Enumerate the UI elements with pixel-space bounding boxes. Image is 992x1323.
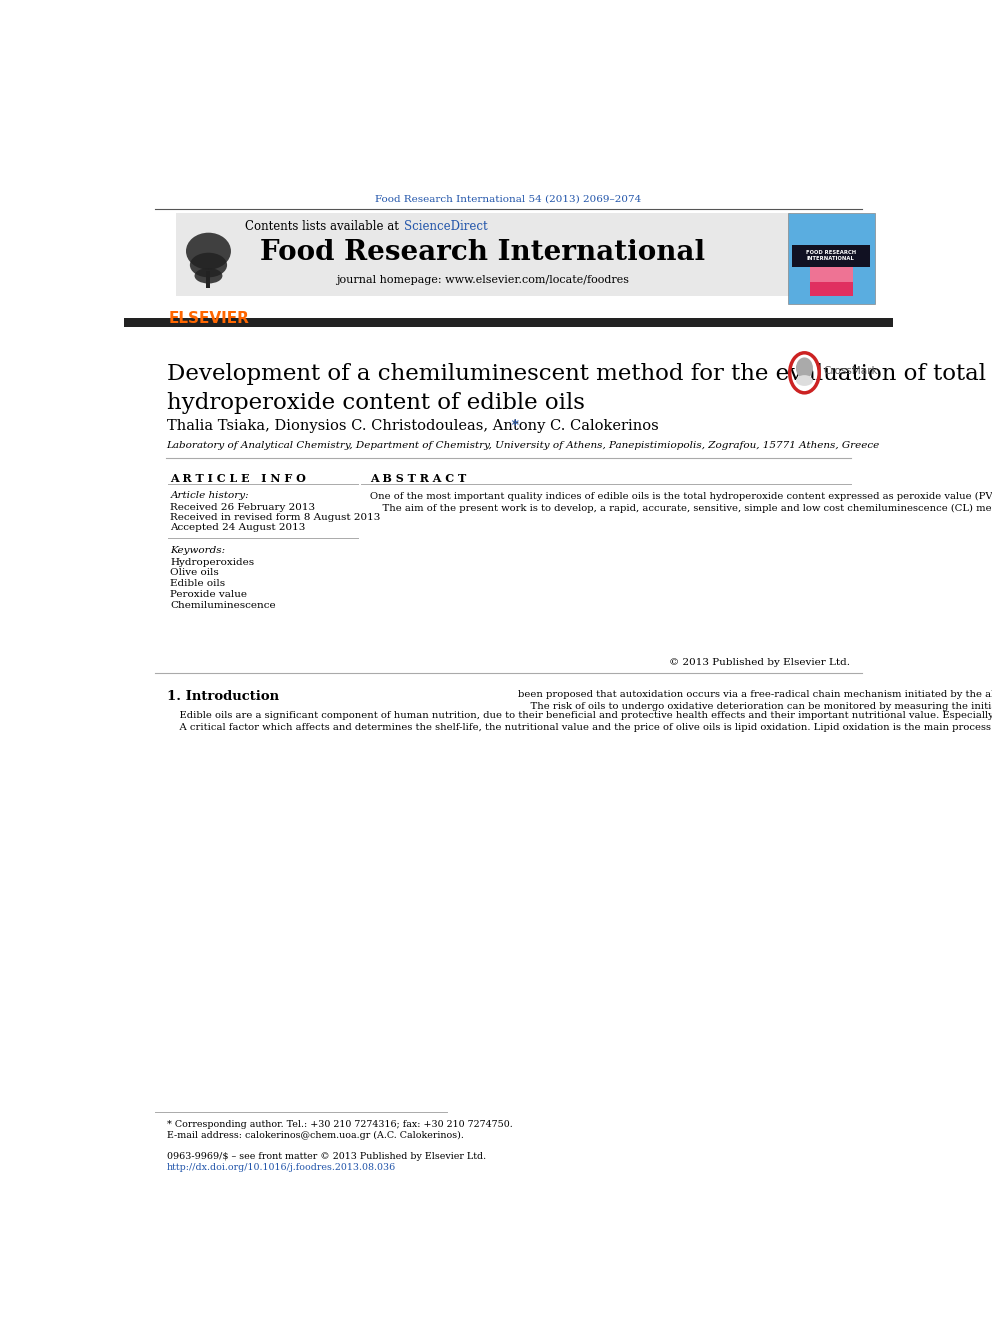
Text: CrossMark: CrossMark [823, 366, 878, 376]
Text: Accepted 24 August 2013: Accepted 24 August 2013 [171, 523, 306, 532]
Text: http://dx.doi.org/10.1016/j.foodres.2013.08.036: http://dx.doi.org/10.1016/j.foodres.2013… [167, 1163, 396, 1172]
Text: journal homepage: www.elsevier.com/locate/foodres: journal homepage: www.elsevier.com/locat… [336, 275, 629, 286]
Text: 1. Introduction: 1. Introduction [167, 691, 279, 703]
Bar [789, 213, 875, 303]
Bar [809, 266, 852, 282]
Ellipse shape [796, 357, 813, 378]
Ellipse shape [194, 269, 222, 283]
Text: Peroxide value: Peroxide value [171, 590, 247, 599]
Ellipse shape [186, 233, 231, 270]
Text: Article history:: Article history: [171, 491, 249, 500]
Text: Olive oils: Olive oils [171, 569, 219, 577]
Text: Thalia Tsiaka, Dionysios C. Christodouleas, Antony C. Calokerinos: Thalia Tsiaka, Dionysios C. Christodoule… [167, 419, 659, 433]
Text: Food Research International 54 (2013) 2069–2074: Food Research International 54 (2013) 20… [375, 194, 642, 204]
Text: A R T I C L E   I N F O: A R T I C L E I N F O [171, 472, 307, 484]
Ellipse shape [189, 253, 227, 278]
Text: Received in revised form 8 August 2013: Received in revised form 8 August 2013 [171, 513, 381, 523]
Text: *: * [507, 419, 519, 433]
Text: Hydroperoxides: Hydroperoxides [171, 557, 255, 566]
Text: 0963-9969/$ – see front matter © 2013 Published by Elsevier Ltd.: 0963-9969/$ – see front matter © 2013 Pu… [167, 1152, 486, 1162]
Text: been proposed that autoxidation occurs via a free-radical chain mechanism initia: been proposed that autoxidation occurs v… [518, 691, 992, 712]
Text: One of the most important quality indices of edible oils is the total hydroperox: One of the most important quality indice… [370, 491, 992, 512]
Bar [176, 213, 791, 296]
Text: Food Research International: Food Research International [260, 239, 705, 266]
Text: ELSEVIER: ELSEVIER [169, 311, 250, 325]
Bar [792, 245, 870, 266]
Text: Chemiluminescence: Chemiluminescence [171, 601, 276, 610]
Text: A B S T R A C T: A B S T R A C T [370, 472, 466, 484]
Text: * Corresponding author. Tel.: +30 210 7274316; fax: +30 210 7274750.: * Corresponding author. Tel.: +30 210 72… [167, 1119, 513, 1129]
Ellipse shape [796, 376, 813, 386]
Text: Laboratory of Analytical Chemistry, Department of Chemistry, University of Athen: Laboratory of Analytical Chemistry, Depa… [167, 442, 880, 450]
Text: Edible oils: Edible oils [171, 579, 225, 589]
Text: Development of a chemiluminescent method for the evaluation of total
hydroperoxi: Development of a chemiluminescent method… [167, 363, 986, 414]
Bar [124, 318, 893, 327]
Bar [206, 271, 210, 288]
Text: FOOD RESEARCH
INTERNATIONAL: FOOD RESEARCH INTERNATIONAL [806, 250, 856, 262]
Text: E-mail address: calokerinos@chem.uoa.gr (A.C. Calokerinos).: E-mail address: calokerinos@chem.uoa.gr … [167, 1130, 463, 1139]
Text: ScienceDirect: ScienceDirect [404, 220, 487, 233]
Bar [809, 266, 852, 296]
Text: Received 26 February 2013: Received 26 February 2013 [171, 503, 315, 512]
Text: Edible oils are a significant component of human nutrition, due to their benefic: Edible oils are a significant component … [167, 710, 992, 732]
Text: © 2013 Published by Elsevier Ltd.: © 2013 Published by Elsevier Ltd. [670, 658, 850, 667]
Text: Contents lists available at: Contents lists available at [245, 220, 403, 233]
Text: Keywords:: Keywords: [171, 546, 225, 556]
